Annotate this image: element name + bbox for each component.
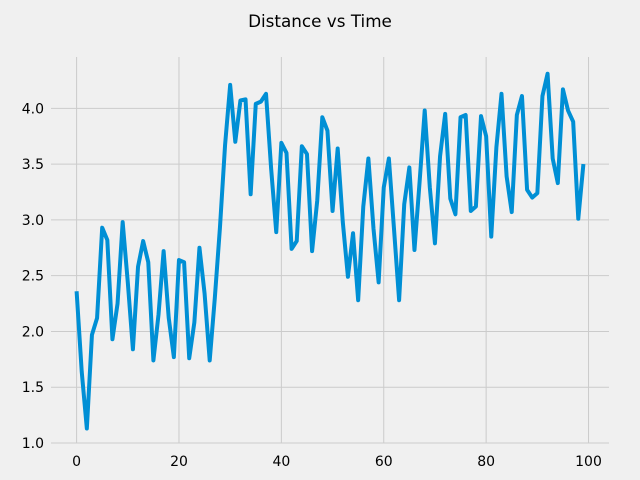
x-tick-label: 40 [272,454,290,470]
y-tick-label: 1.0 [22,436,44,452]
y-tick-label: 2.0 [22,324,44,340]
x-tick-label: 80 [477,454,495,470]
x-tick-label: 0 [72,454,81,470]
y-tick-label: 3.5 [22,157,44,173]
x-tick-label: 100 [575,454,602,470]
grid-lines [51,57,609,444]
series-layer [74,71,586,431]
y-tick-label: 2.5 [22,269,44,285]
series-line [74,71,586,431]
x-tick-label: 60 [375,454,393,470]
y-tick-label: 3.0 [22,213,44,229]
y-tick-label: 4.0 [22,101,44,117]
y-tick-label: 1.5 [22,380,44,396]
x-tick-label: 20 [170,454,188,470]
tick-labels: 0 20 40 60 80 100 1.0 1.5 2.0 2.5 3.0 3.5 4.0 [22,101,602,470]
chart-title: Distance vs Time [248,11,392,31]
